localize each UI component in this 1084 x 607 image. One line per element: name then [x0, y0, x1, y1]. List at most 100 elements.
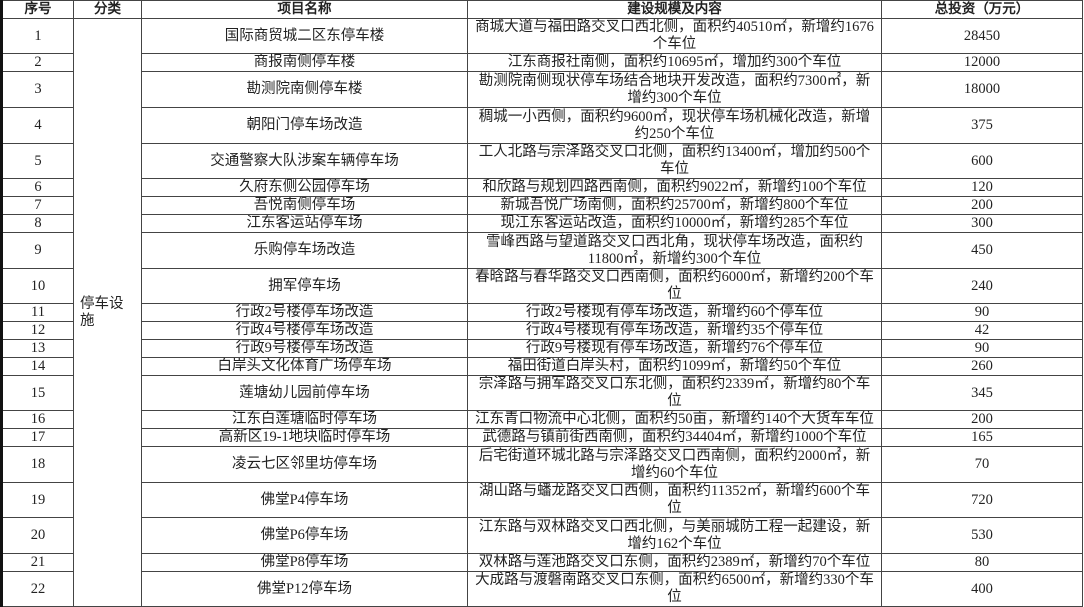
project-name: 江东白莲塘临时停车场 — [141, 410, 468, 429]
table-row: 20 佛堂P6停车场 江东路与双林路交叉口西北侧，与美丽城防工程一起建设，新增约16… — [1, 517, 1083, 554]
total-investment: 600 — [881, 143, 1083, 179]
project-name: 吾悦南侧停车场 — [141, 196, 468, 215]
project-name: 行政4号楼停车场改造 — [141, 321, 468, 340]
row-number: 22 — [1, 571, 74, 607]
project-name: 拥军停车场 — [141, 268, 468, 304]
total-investment: 120 — [881, 178, 1083, 197]
project-name: 行政9号楼停车场改造 — [141, 339, 468, 358]
project-scope: 行政4号楼现有停车场改造，新增约35个停车位 — [467, 321, 882, 340]
project-scope: 勘测院南侧现状停车场结合地块开发改造，面积约7300㎡，新增约300个车位 — [467, 71, 882, 108]
total-investment: 260 — [881, 357, 1083, 376]
total-investment: 90 — [881, 303, 1083, 322]
total-investment: 720 — [881, 482, 1083, 518]
row-number: 9 — [1, 232, 74, 269]
row-number: 2 — [1, 53, 74, 72]
table-row: 15 莲塘幼儿园前停车场 宗泽路与拥军路交叉口东北侧，面积约2339㎡，新增约80个… — [1, 375, 1083, 411]
row-number: 8 — [1, 214, 74, 233]
project-name: 商报南侧停车楼 — [141, 53, 468, 72]
project-scope: 武德路与镇前街西南侧，面积约34404㎡，新增约1000个车位 — [467, 428, 882, 447]
project-name: 莲塘幼儿园前停车场 — [141, 375, 468, 411]
header-scope: 建设规模及内容 — [467, 0, 882, 19]
table-row: 2 商报南侧停车楼 江东商报社南侧，面积约10695㎡，增加约300个车位 12000 — [1, 53, 1083, 72]
total-investment: 90 — [881, 339, 1083, 358]
project-name: 交通警察大队涉案车辆停车场 — [141, 143, 468, 179]
table-row: 11 行政2号楼停车场改造 行政2号楼现有停车场改造，新增约60个停车位 90 — [1, 303, 1083, 322]
row-number: 16 — [1, 410, 74, 429]
project-scope: 大成路与渡磐南路交叉口东侧，面积约6500㎡，新增约330个车位 — [467, 571, 882, 607]
table-row: 18 凌云七区邻里坊停车场 后宅街道环城北路与宗泽路交叉口西南侧，面积约2000㎡，… — [1, 446, 1083, 483]
table-row: 10 拥军停车场 春晗路与春华路交叉口西南侧，面积约6000㎡，新增约200个车位 2… — [1, 268, 1083, 304]
total-investment: 12000 — [881, 53, 1083, 72]
total-investment: 80 — [881, 553, 1083, 572]
total-investment: 300 — [881, 214, 1083, 233]
project-name: 佛堂P4停车场 — [141, 482, 468, 518]
table-row: 9 乐购停车场改造 雪峰西路与望道路交叉口西北角，现状停车场改造，面积约11800㎡… — [1, 232, 1083, 269]
project-scope: 江东商报社南侧，面积约10695㎡，增加约300个车位 — [467, 53, 882, 72]
table-header-row: 序号 分类 项目名称 建设规模及内容 总投资（万元） — [1, 0, 1083, 19]
header-investment: 总投资（万元） — [881, 0, 1083, 19]
project-name: 行政2号楼停车场改造 — [141, 303, 468, 322]
project-name: 佛堂P12停车场 — [141, 571, 468, 607]
project-scope: 工人北路与宗泽路交叉口北侧，面积约13400㎡，增加约500个车位 — [467, 143, 882, 179]
row-number: 7 — [1, 196, 74, 215]
project-scope: 商城大道与福田路交叉口西北侧，面积约40510㎡，新增约1676个车位 — [467, 18, 882, 54]
total-investment: 28450 — [881, 18, 1083, 54]
project-scope: 稠城一小西侧，面积约9600㎡，现状停车场机械化改造，新增约250个车位 — [467, 107, 882, 144]
project-scope: 现江东客运站改造，面积约10000㎡，新增约285个车位 — [467, 214, 882, 233]
project-scope: 行政2号楼现有停车场改造，新增约60个停车位 — [467, 303, 882, 322]
project-name: 江东客运站停车场 — [141, 214, 468, 233]
total-investment: 200 — [881, 410, 1083, 429]
table-row: 1 停车设施 国际商贸城二区东停车楼 商城大道与福田路交叉口西北侧，面积约40510㎡… — [1, 18, 1083, 607]
table-row: 14 白岸头文化体育广场停车场 福田街道白岸头村，面积约1099㎡，新增约50个车位… — [1, 357, 1083, 376]
table-row: 19 佛堂P4停车场 湖山路与蟠龙路交叉口西侧，面积约11352㎡，新增约600个车… — [1, 482, 1083, 518]
total-investment: 70 — [881, 446, 1083, 483]
row-number: 20 — [1, 517, 74, 554]
table-row: 21 佛堂P8停车场 双林路与莲池路交叉口东侧，面积约2389㎡，新增约70个车位 8… — [1, 553, 1083, 572]
project-name: 久府东侧公园停车场 — [141, 178, 468, 197]
total-investment: 345 — [881, 375, 1083, 411]
header-no: 序号 — [1, 0, 74, 19]
row-number: 12 — [1, 321, 74, 340]
header-category: 分类 — [73, 0, 142, 19]
total-investment: 530 — [881, 517, 1083, 554]
project-name: 勘测院南侧停车楼 — [141, 71, 468, 108]
total-investment: 42 — [881, 321, 1083, 340]
row-number: 21 — [1, 553, 74, 572]
table-row: 8 江东客运站停车场 现江东客运站改造，面积约10000㎡，新增约285个车位 300 — [1, 214, 1083, 233]
project-scope: 宗泽路与拥军路交叉口东北侧，面积约2339㎡，新增约80个车位 — [467, 375, 882, 411]
project-scope: 双林路与莲池路交叉口东侧，面积约2389㎡，新增约70个车位 — [467, 553, 882, 572]
row-number: 4 — [1, 107, 74, 144]
row-number: 3 — [1, 71, 74, 108]
row-number: 10 — [1, 268, 74, 304]
project-name: 高新区19-1地块临时停车场 — [141, 428, 468, 447]
project-scope: 新城吾悦广场南侧，面积约25700㎡，新增约800个车位 — [467, 196, 882, 215]
project-scope: 湖山路与蟠龙路交叉口西侧，面积约11352㎡，新增约600个车位 — [467, 482, 882, 518]
project-scope: 行政9号楼现有停车场改造，新增约76个停车位 — [467, 339, 882, 358]
table-row: 5 交通警察大队涉案车辆停车场 工人北路与宗泽路交叉口北侧，面积约13400㎡，增加… — [1, 143, 1083, 179]
table-row: 13 行政9号楼停车场改造 行政9号楼现有停车场改造，新增约76个停车位 90 — [1, 339, 1083, 358]
row-number: 1 — [1, 18, 74, 54]
project-name: 佛堂P8停车场 — [141, 553, 468, 572]
project-name: 国际商贸城二区东停车楼 — [141, 18, 468, 54]
project-scope: 和欣路与规划四路西南侧，面积约9022㎡，新增约100个车位 — [467, 178, 882, 197]
table-row: 6 久府东侧公园停车场 和欣路与规划四路西南侧，面积约9022㎡，新增约100个车位… — [1, 178, 1083, 197]
category-cell: 停车设施 — [73, 18, 142, 607]
table-row: 22 佛堂P12停车场 大成路与渡磐南路交叉口东侧，面积约6500㎡，新增约330个… — [1, 571, 1083, 607]
total-investment: 200 — [881, 196, 1083, 215]
row-number: 5 — [1, 143, 74, 179]
row-number: 19 — [1, 482, 74, 518]
project-name: 凌云七区邻里坊停车场 — [141, 446, 468, 483]
total-investment: 400 — [881, 571, 1083, 607]
project-scope: 江东青口物流中心北侧，面积约50亩，新增约140个大货车车位 — [467, 410, 882, 429]
row-number: 13 — [1, 339, 74, 358]
project-name: 白岸头文化体育广场停车场 — [141, 357, 468, 376]
row-number: 15 — [1, 375, 74, 411]
row-number: 6 — [1, 178, 74, 197]
project-scope: 雪峰西路与望道路交叉口西北角，现状停车场改造，面积约11800㎡，新增约300个… — [467, 232, 882, 269]
total-investment: 375 — [881, 107, 1083, 144]
project-name: 朝阳门停车场改造 — [141, 107, 468, 144]
project-name: 乐购停车场改造 — [141, 232, 468, 269]
table-row: 3 勘测院南侧停车楼 勘测院南侧现状停车场结合地块开发改造，面积约7300㎡，新增约… — [1, 71, 1083, 108]
table-row: 7 吾悦南侧停车场 新城吾悦广场南侧，面积约25700㎡，新增约800个车位 200 — [1, 196, 1083, 215]
